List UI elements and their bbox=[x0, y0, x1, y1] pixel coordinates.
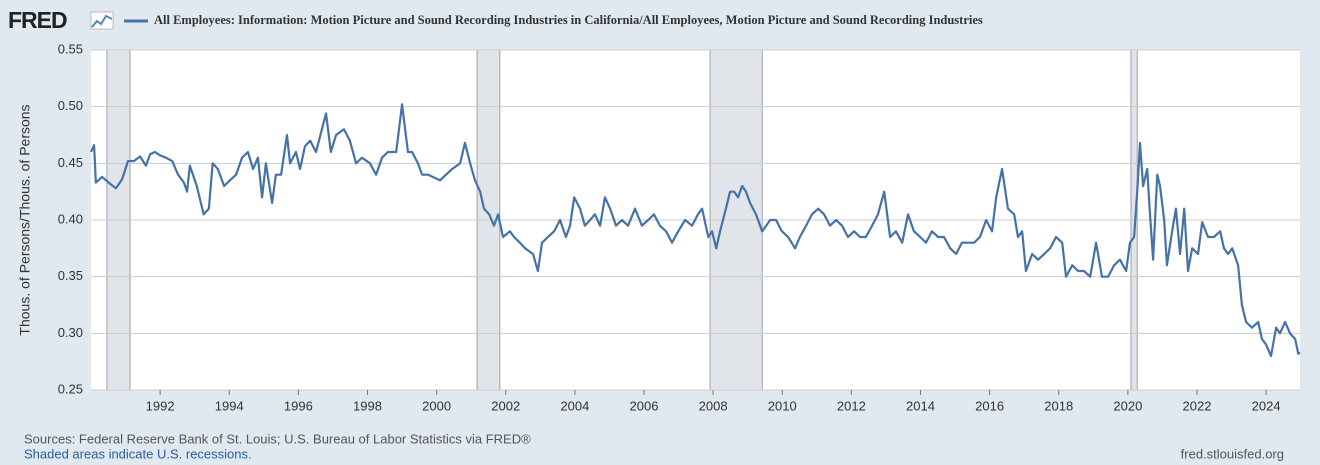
x-tick-label: 2000 bbox=[422, 398, 451, 413]
x-tick-label: 2016 bbox=[975, 398, 1004, 413]
x-tick-label: 2010 bbox=[768, 398, 797, 413]
y-tick-label: 0.50 bbox=[58, 98, 83, 113]
y-tick-label: 0.35 bbox=[58, 268, 83, 283]
series-line bbox=[89, 103, 1301, 358]
x-tick-label: 2024 bbox=[1252, 398, 1281, 413]
x-tick-label: 2006 bbox=[630, 398, 659, 413]
x-tick-label: 2002 bbox=[491, 398, 520, 413]
x-tick-label: 1998 bbox=[353, 398, 382, 413]
x-tick-label: 1996 bbox=[284, 398, 313, 413]
x-tick-label: 1994 bbox=[215, 398, 244, 413]
y-tick-label: 0.45 bbox=[58, 155, 83, 170]
x-tick-label: 2014 bbox=[906, 398, 935, 413]
y-tick-label: 0.25 bbox=[58, 381, 83, 396]
sources: Sources: Federal Reserve Bank of St. Lou… bbox=[24, 431, 531, 446]
legend-label: All Employees: Information: Motion Pictu… bbox=[154, 13, 983, 27]
x-tick-label: 2012 bbox=[837, 398, 866, 413]
y-tick-label: 0.55 bbox=[58, 41, 83, 56]
x-tick-label: 2008 bbox=[699, 398, 728, 413]
recession-note: Shaded areas indicate U.S. recessions. bbox=[24, 446, 252, 461]
site-url: fred.stlouisfed.org bbox=[1181, 446, 1284, 461]
x-tick-label: 2022 bbox=[1183, 398, 1212, 413]
x-tick-label: 2018 bbox=[1044, 398, 1073, 413]
logo: FRED bbox=[8, 7, 67, 33]
x-tick-label: 1992 bbox=[146, 398, 175, 413]
y-axis-label: Thous. of Persons/Thous. of Persons bbox=[17, 104, 33, 335]
y-tick-label: 0.30 bbox=[58, 325, 83, 340]
logo-icon bbox=[90, 11, 114, 30]
x-tick-label: 2004 bbox=[560, 398, 589, 413]
x-tick-label: 2020 bbox=[1113, 398, 1142, 413]
y-tick-label: 0.40 bbox=[58, 211, 83, 226]
